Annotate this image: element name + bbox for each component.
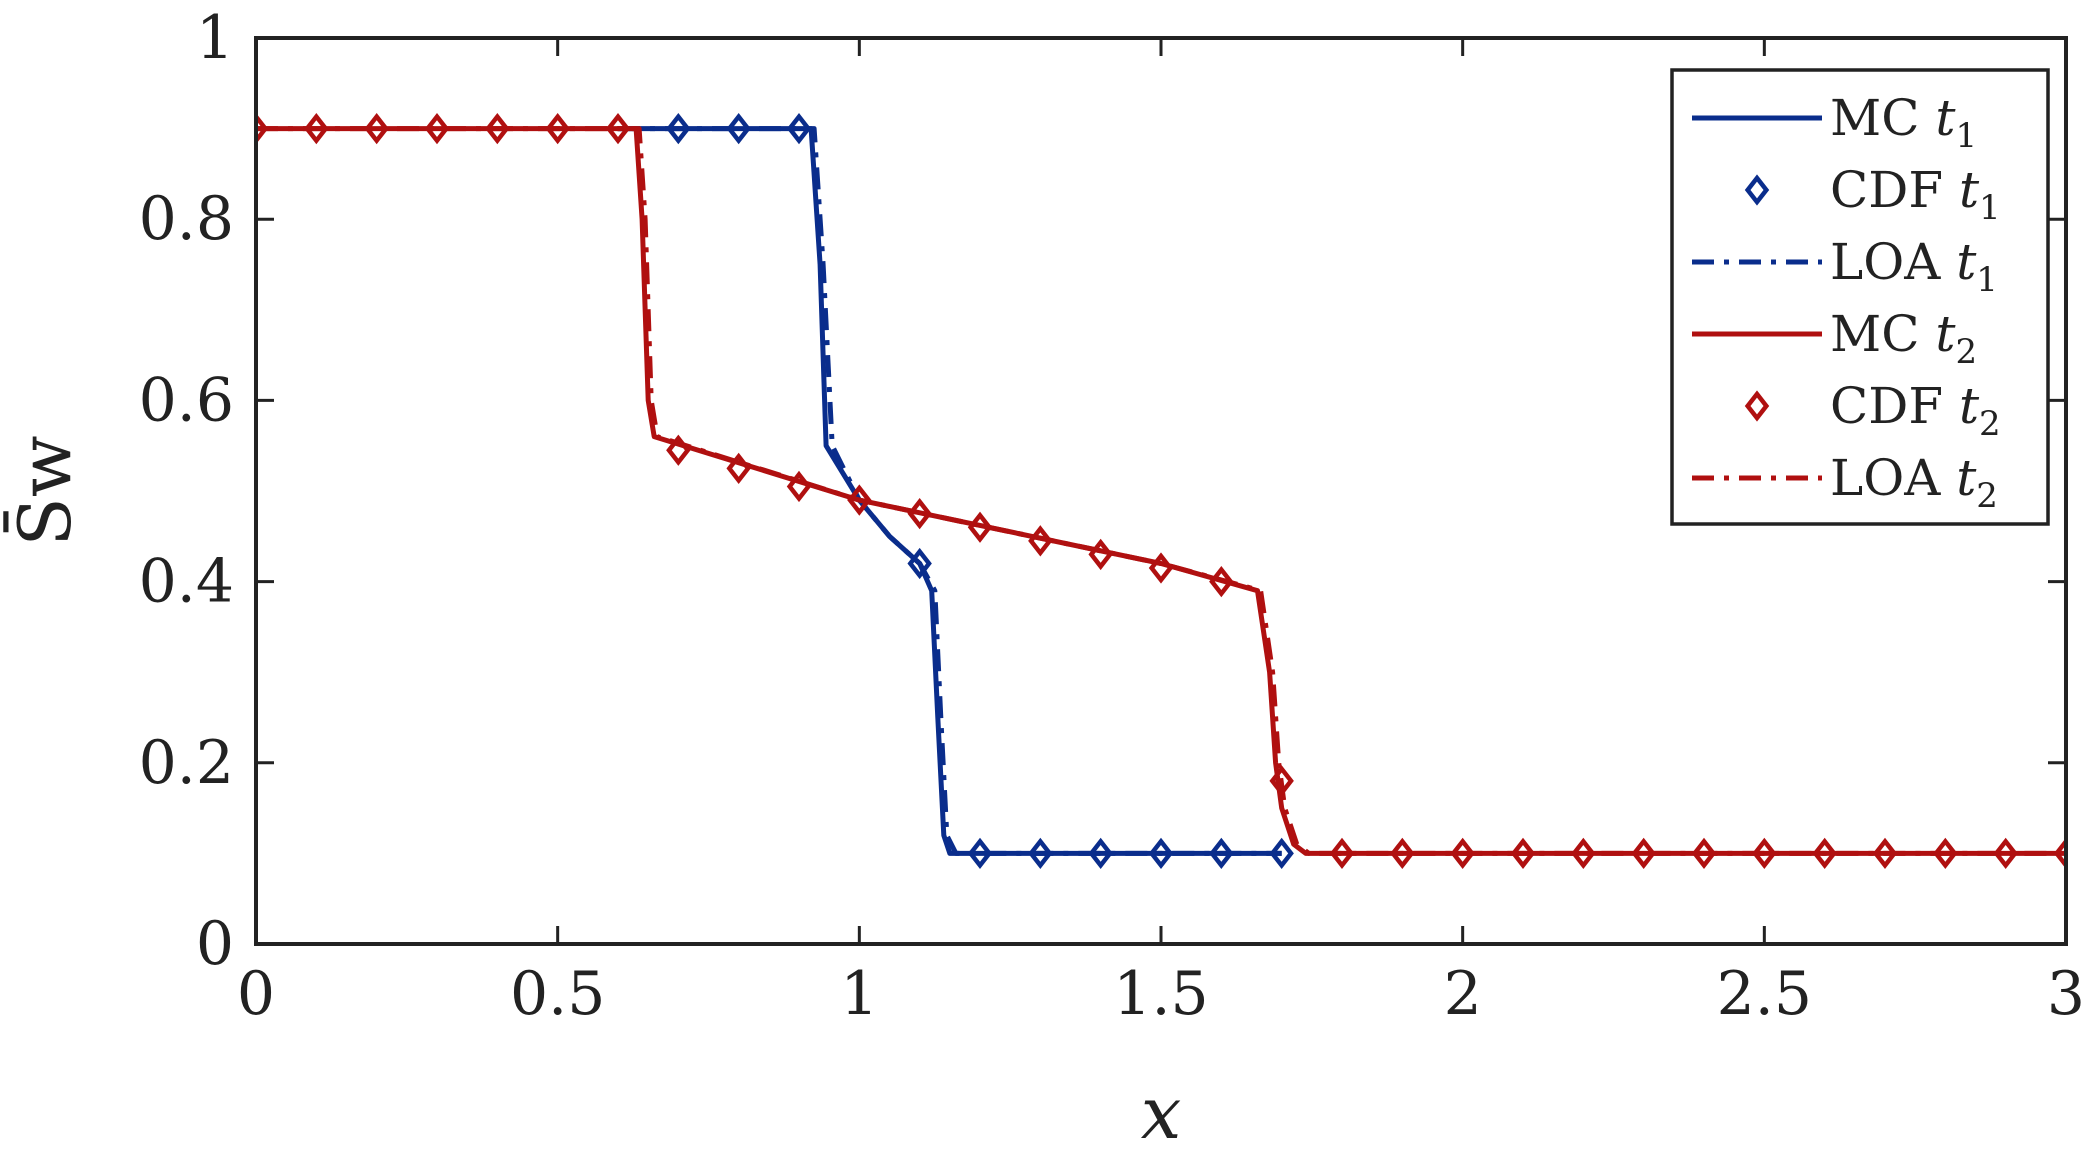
legend-item: CDF t1	[1744, 161, 2001, 228]
data-point	[726, 452, 751, 485]
series-mc-t1	[618, 126, 1282, 856]
x-axis-label: x	[1141, 1071, 1182, 1151]
x-tick-label: 1	[840, 959, 878, 1029]
legend-label: MC t2	[1830, 305, 1977, 372]
x-tick-label: 3	[2047, 959, 2084, 1029]
data-point	[1028, 525, 1053, 557]
series-cdf-t1	[666, 112, 1294, 870]
legend-marker	[1744, 390, 1770, 422]
y-tick-label: 0.8	[139, 184, 234, 254]
legend-label: LOA t2	[1830, 449, 1998, 516]
axis-ticks	[254, 36, 2068, 946]
series-line	[256, 126, 2066, 856]
data-point	[967, 837, 993, 870]
data-point	[256, 112, 269, 145]
legend-label: CDF t1	[1830, 161, 2001, 228]
x-tick-label: 1.5	[1113, 959, 1208, 1029]
legend-label: CDF t2	[1830, 377, 2001, 444]
data-point	[1933, 837, 1958, 870]
data-point	[1028, 837, 1053, 870]
data-point	[1329, 837, 1355, 870]
data-point	[786, 470, 812, 503]
data-point	[1148, 837, 1174, 870]
data-point	[1752, 837, 1777, 870]
data-point	[1088, 837, 1113, 870]
series-cdf-t2	[256, 112, 2066, 870]
data-point	[364, 112, 389, 145]
data-point	[847, 484, 872, 516]
data-point	[666, 112, 691, 145]
plot-area	[256, 112, 2066, 870]
x-tick-label: 0.5	[510, 959, 605, 1029]
data-point	[666, 434, 691, 466]
series-line	[256, 126, 2066, 856]
series-line	[618, 126, 1282, 856]
data-point	[1571, 837, 1596, 870]
data-point	[1269, 765, 1294, 797]
data-point	[424, 112, 450, 145]
x-tick-label: 2	[1444, 959, 1482, 1029]
legend-item: LOA t1	[1692, 233, 1998, 300]
x-tick-label: 0	[237, 959, 275, 1029]
data-point	[605, 112, 631, 145]
data-point	[1510, 837, 1536, 870]
data-point	[726, 112, 751, 145]
data-point	[1148, 552, 1174, 584]
y-axis-label: S̄w	[2, 436, 87, 547]
legend-item: MC t2	[1692, 305, 1977, 372]
data-point	[1269, 837, 1294, 870]
data-point	[907, 547, 932, 580]
data-point	[2053, 837, 2066, 870]
data-point	[304, 112, 329, 145]
data-point	[1450, 837, 1475, 870]
data-point	[786, 112, 812, 145]
data-point	[1390, 837, 1415, 870]
data-point	[1209, 565, 1234, 598]
x-tick-label: 2.5	[1717, 959, 1812, 1029]
data-point	[545, 112, 570, 145]
legend-item: MC t1	[1692, 89, 1977, 156]
data-point	[1088, 538, 1113, 571]
legend-item: CDF t2	[1744, 377, 2001, 444]
legend-marker	[1744, 174, 1770, 206]
y-tick-label: 0.6	[139, 365, 234, 435]
data-point	[907, 497, 932, 530]
data-point	[967, 511, 993, 543]
y-tick-label: 0.2	[139, 728, 234, 798]
data-point	[1872, 837, 1898, 870]
data-point	[1812, 837, 1837, 870]
legend-label: LOA t1	[1830, 233, 1998, 300]
legend-box	[1670, 68, 2050, 526]
series-line	[618, 126, 1282, 856]
data-point	[1209, 837, 1234, 870]
axis-tick-labels: 0 0.5 1 1.5 2 2.5 3 0 0.2 0.4 0.6 0.8 1	[139, 3, 2084, 1029]
data-point	[1691, 837, 1717, 870]
y-tick-label: 0.4	[139, 547, 234, 617]
y-tick-label: 0	[196, 909, 234, 979]
series-loa-t1	[618, 126, 1282, 856]
data-point	[1993, 837, 2018, 870]
series-mc-t2	[256, 126, 2066, 856]
data-point	[485, 112, 510, 145]
legend-item: LOA t2	[1692, 449, 1998, 516]
y-tick-label: 1	[196, 3, 234, 73]
series-loa-t2	[256, 126, 2066, 856]
legend-label: MC t1	[1830, 89, 1977, 156]
data-point	[1631, 837, 1656, 870]
